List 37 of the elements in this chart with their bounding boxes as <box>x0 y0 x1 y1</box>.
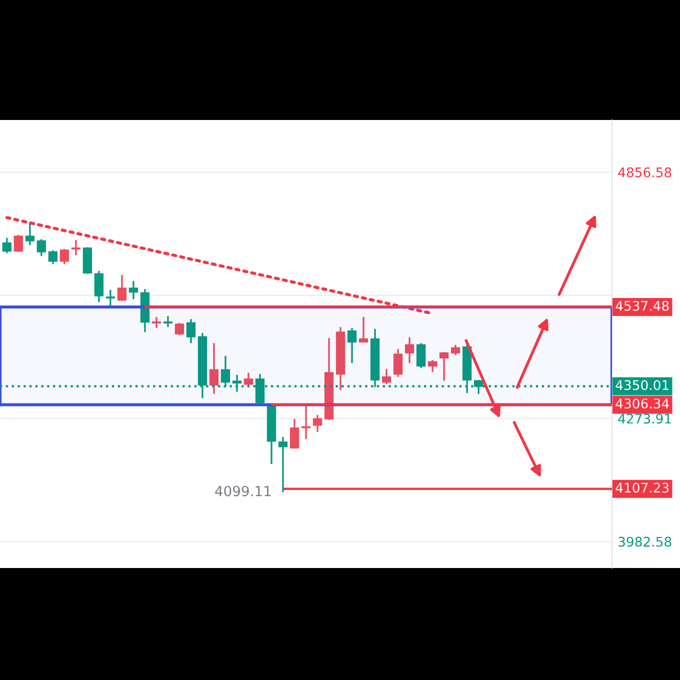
candlestick <box>347 327 357 364</box>
ref-line-label: 4107.23 <box>616 482 669 493</box>
candlestick <box>290 418 300 449</box>
candlestick <box>428 359 438 373</box>
candlestick <box>14 234 23 253</box>
candlestick <box>312 414 322 433</box>
candlestick <box>128 280 138 300</box>
candlestick <box>60 248 69 265</box>
candlestick <box>117 274 127 302</box>
candlestick <box>278 436 288 494</box>
candlestick <box>382 368 392 385</box>
candlestick <box>2 237 12 254</box>
candlestick <box>94 270 104 303</box>
candlestick <box>174 322 184 336</box>
candlestick <box>71 239 81 256</box>
candlestick <box>163 315 173 328</box>
y-tick-label: 3982.58 <box>618 536 672 547</box>
candlestick <box>106 289 116 307</box>
candlestick <box>393 348 403 378</box>
ref-line-label: 4306.34 <box>616 398 669 409</box>
candlestick <box>25 223 34 246</box>
candlestick <box>439 351 449 382</box>
candlestick <box>358 316 368 343</box>
candlestick <box>404 336 414 364</box>
ref-line-label: 4537.48 <box>616 300 669 311</box>
candlestick <box>244 372 254 387</box>
y-tick-label: 4856.58 <box>618 167 672 178</box>
candlestick <box>186 318 196 344</box>
candlestick <box>152 316 162 329</box>
candlestick <box>48 249 58 265</box>
y-tick-label: 4273.91 <box>618 414 671 424</box>
annotation: 4099.11 <box>215 486 271 496</box>
ref-line-label: 4350.01 <box>616 380 668 390</box>
candlestick <box>36 238 46 257</box>
candlestick <box>209 342 219 395</box>
candlestick <box>416 342 426 369</box>
candlestick <box>450 344 460 356</box>
